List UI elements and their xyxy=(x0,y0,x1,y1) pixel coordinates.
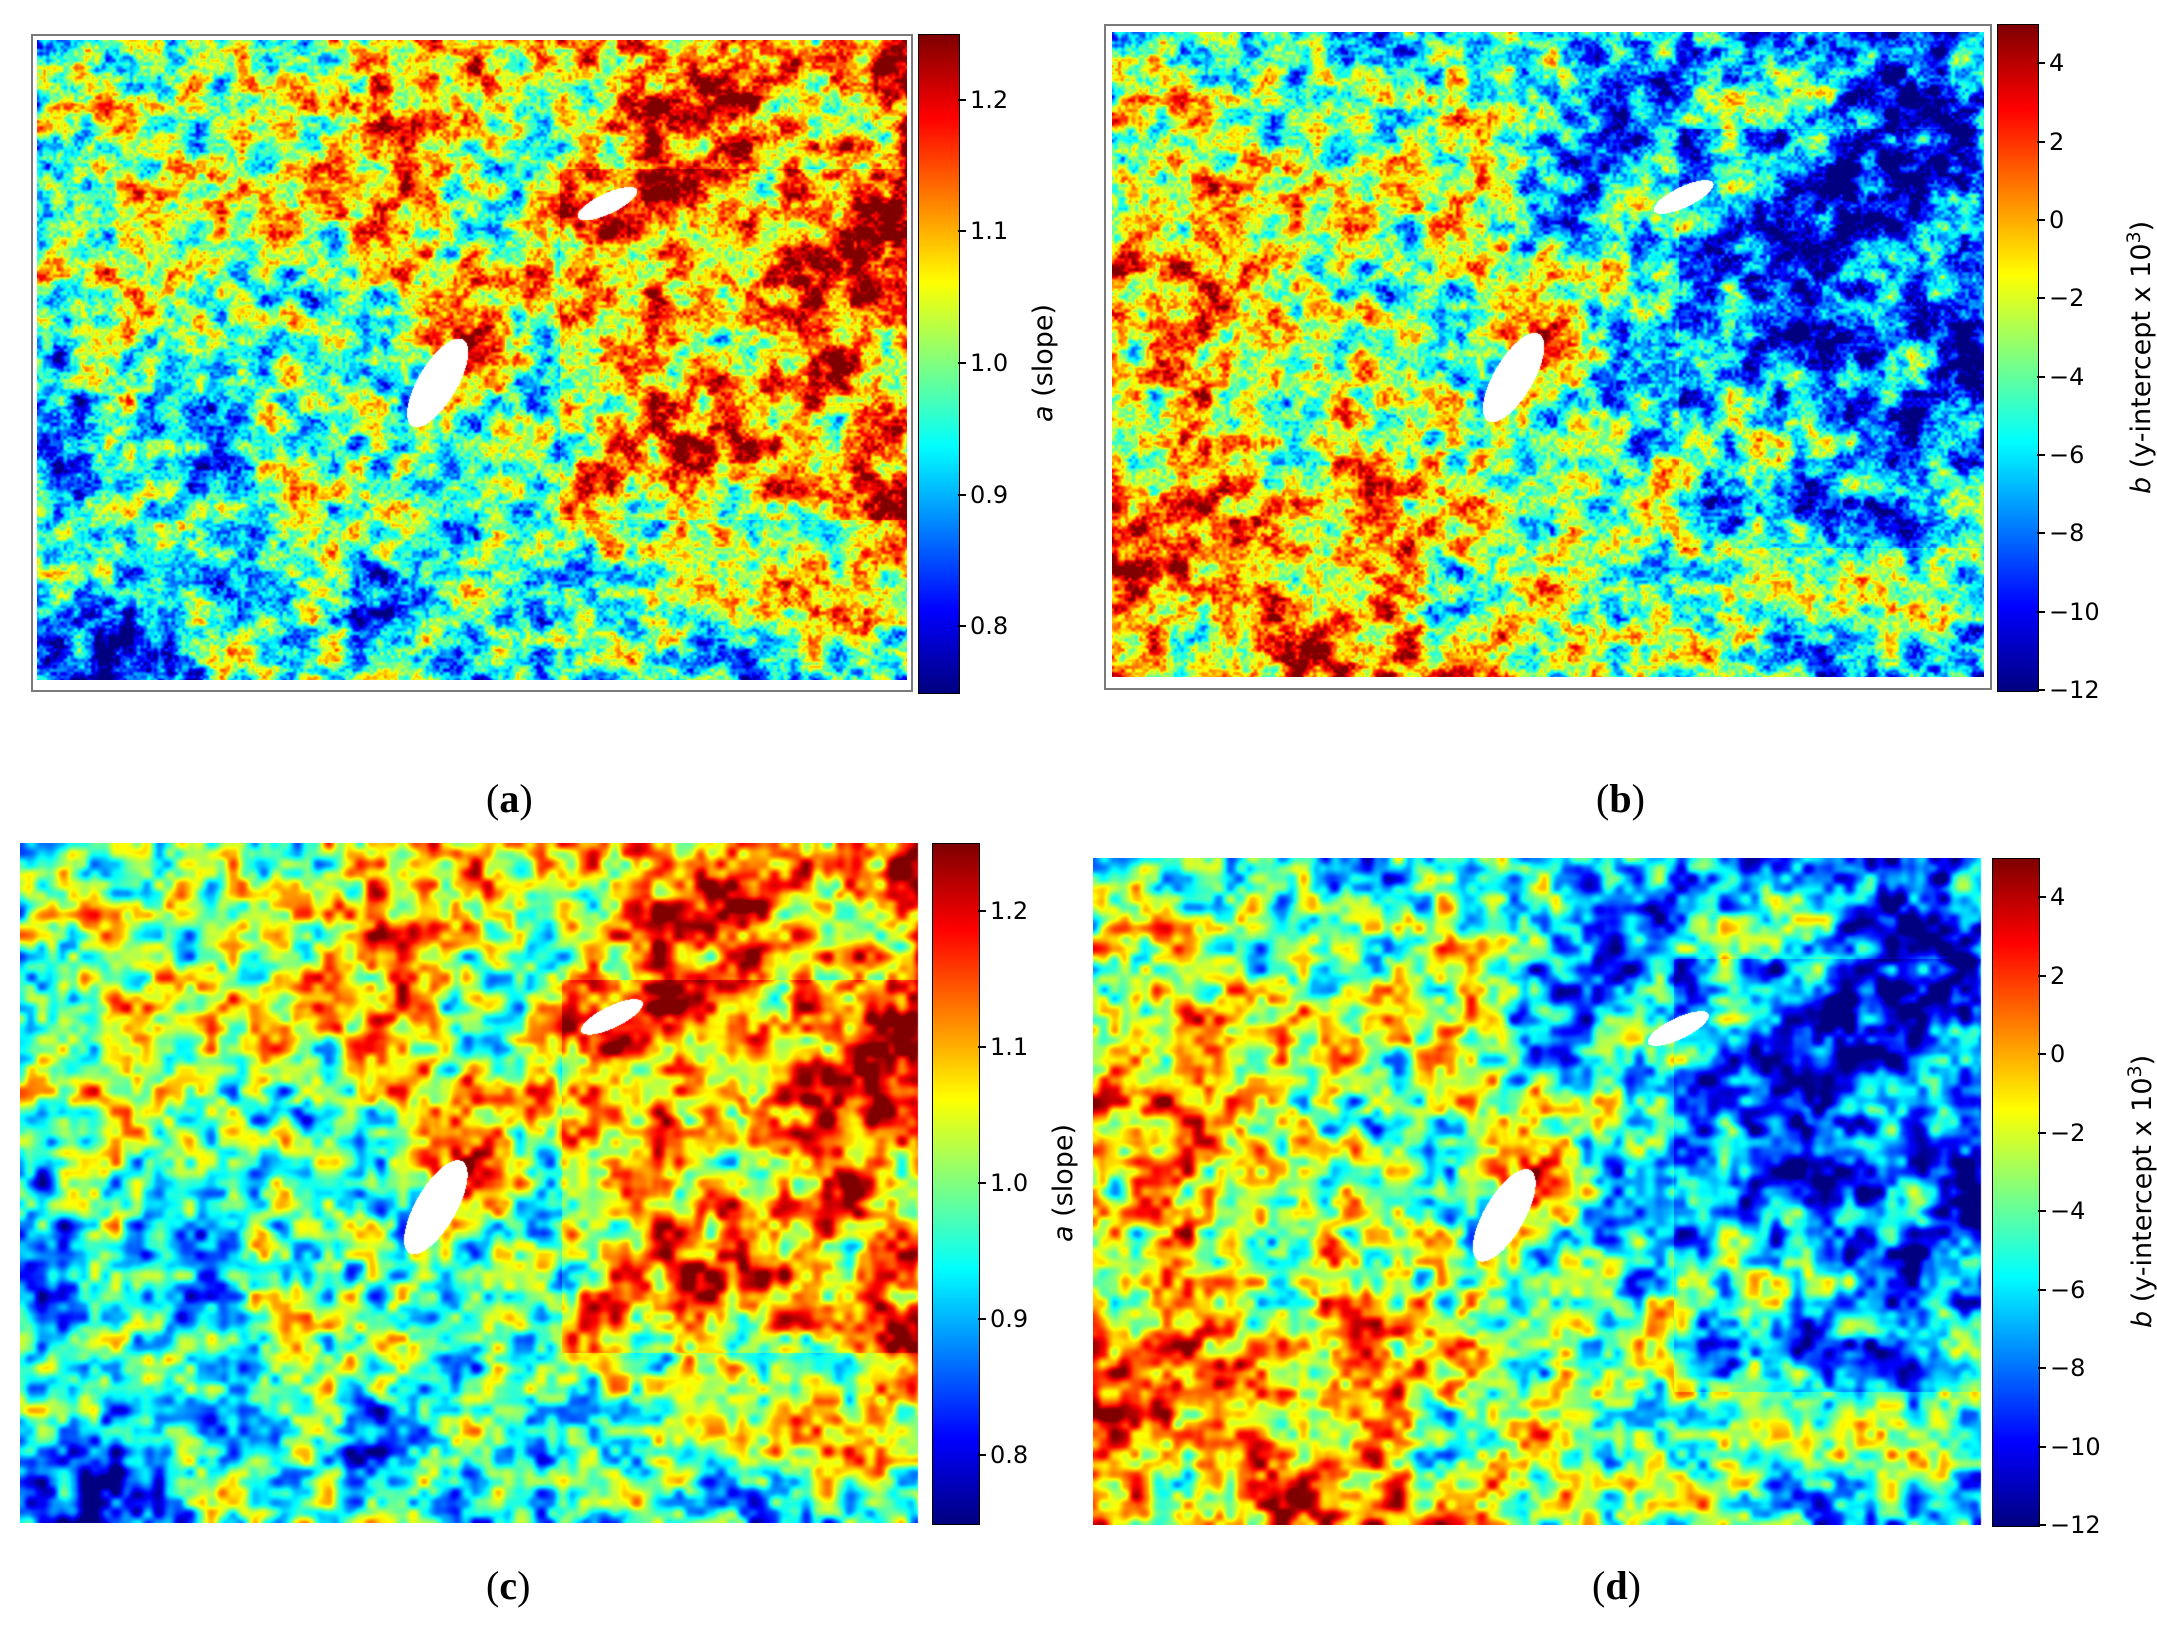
colorbar-tick-label: 4 xyxy=(2050,883,2066,912)
colorbar-a: 0.8 0.9 1.0 1.1 1.2 a (slope) xyxy=(918,34,1059,694)
colorbar-tick-label: −8 xyxy=(2050,1354,2086,1383)
colorbar-label-text: (y-intercept x 10 xyxy=(2127,1077,2157,1311)
colorbar-tick-label: 0 xyxy=(2050,1040,2066,1069)
colorbar-tick-label: −10 xyxy=(2050,1432,2101,1461)
colorbar-label-text: (slope) xyxy=(1028,303,1059,406)
colorbar-label-variable: b xyxy=(2127,1310,2157,1328)
colorbar-tick-label: −6 xyxy=(2050,1275,2086,1304)
heatmap-a xyxy=(37,40,907,680)
colorbar-tickmark xyxy=(958,493,966,496)
colorbar-label: b (y-intercept x 103) xyxy=(2124,1054,2157,1328)
heatmap-d xyxy=(1093,858,1986,1525)
caption-d: (d) xyxy=(1592,1563,1641,1608)
colorbar-gradient xyxy=(1997,24,2039,692)
colorbar-tickmark xyxy=(978,1182,986,1184)
colorbar-tick-label: −12 xyxy=(2050,1511,2101,1539)
colorbar-tick-label: −2 xyxy=(2050,1118,2086,1147)
colorbar-label: b (y-intercept x 103) xyxy=(2123,220,2157,494)
heatmap-b xyxy=(1112,32,1984,677)
colorbar-tickmark xyxy=(2038,1210,2046,1213)
caption-b: (b) xyxy=(1596,776,1645,821)
colorbar-tickmark xyxy=(2037,140,2045,143)
colorbar-gradient xyxy=(1992,858,2040,1527)
colorbar-label-text: (y-intercept x 10 xyxy=(2126,242,2157,477)
colorbar-tickmark xyxy=(2037,297,2045,300)
colorbar-tick-label: 0.9 xyxy=(970,480,1009,509)
colorbar-tick-label: 0.9 xyxy=(990,1305,1029,1333)
colorbar-tick-label: −4 xyxy=(2049,362,2085,391)
colorbar-tick-label: 0.8 xyxy=(970,612,1009,641)
colorbar-label-variable: a xyxy=(1048,1225,1079,1242)
colorbar-c: 0.8 0.9 1.0 1.1 1.2 a (slope) xyxy=(930,843,1090,1525)
colorbar-label-exponent: 3 xyxy=(2123,230,2145,243)
colorbar-tick-label: −2 xyxy=(2049,284,2085,313)
colorbar-tickmark xyxy=(958,362,966,364)
colorbar-tickmark xyxy=(2038,1524,2046,1526)
colorbar-tick-label: 1.0 xyxy=(990,1169,1029,1197)
colorbar-label-end: ) xyxy=(2126,220,2157,231)
colorbar-b: 4 2 0 −2 −4 −6 −8 −10 −12 b (y-intercept x 103) xyxy=(1997,24,2157,702)
colorbar-tick-label: 2 xyxy=(2049,127,2065,156)
caption-c-letter: c xyxy=(499,1563,518,1608)
colorbar-tickmark xyxy=(2038,1367,2046,1370)
colorbar-tick-label: 1.2 xyxy=(990,897,1029,925)
colorbar-label-end: ) xyxy=(2127,1054,2157,1066)
colorbar-tickmark xyxy=(2037,62,2045,65)
colorbar-tickmark xyxy=(978,1454,986,1456)
colorbar-tick-label: 1.1 xyxy=(990,1033,1029,1061)
heatmap-a-frame xyxy=(31,34,913,692)
colorbar-label-variable: b xyxy=(2126,476,2157,494)
colorbar-tickmark xyxy=(958,625,966,628)
colorbar-tick-label: 1.0 xyxy=(970,349,1009,377)
caption-a-letter: a xyxy=(499,776,520,821)
colorbar-tickmark xyxy=(978,910,986,912)
caption-c: (c) xyxy=(486,1563,531,1608)
colorbar-tick-label: −10 xyxy=(2049,597,2100,626)
colorbar-tick-label: −12 xyxy=(2049,676,2100,704)
caption-b-letter: b xyxy=(1609,776,1632,821)
colorbar-tick-label: 1.1 xyxy=(970,217,1009,246)
colorbar-tickmark xyxy=(2038,1445,2046,1448)
colorbar-label-text: (slope) xyxy=(1048,1123,1079,1226)
heatmap-b-frame xyxy=(1104,24,1992,690)
colorbar-d: 4 2 0 −2 −4 −6 −8 −10 −12 b (y-intercept x 103) xyxy=(1990,858,2157,1537)
heatmap-c xyxy=(20,843,923,1523)
colorbar-gradient xyxy=(918,34,960,694)
colorbar-label: a (slope) xyxy=(1048,1123,1079,1242)
colorbar-tickmark xyxy=(2038,974,2046,977)
colorbar-tickmark xyxy=(2037,610,2045,613)
colorbar-tick-label: 0 xyxy=(2049,205,2065,234)
colorbar-tickmark xyxy=(2037,532,2045,535)
colorbar-tickmark xyxy=(978,1046,986,1048)
colorbar-tick-label: 0.8 xyxy=(990,1441,1029,1469)
colorbar-tickmark xyxy=(2037,453,2045,456)
colorbar-tick-label: 2 xyxy=(2050,961,2066,990)
colorbar-tick-label: −6 xyxy=(2049,440,2085,469)
colorbar-tickmark xyxy=(958,230,966,233)
caption-d-letter: d xyxy=(1605,1563,1628,1608)
colorbar-tickmark xyxy=(2038,896,2046,899)
colorbar-tick-label: −4 xyxy=(2050,1197,2086,1226)
colorbar-tickmark xyxy=(2038,1131,2046,1134)
colorbar-tick-label: −8 xyxy=(2049,519,2085,548)
caption-a: (a) xyxy=(486,776,533,821)
colorbar-tickmark xyxy=(2038,1288,2046,1291)
colorbar-label-exponent: 3 xyxy=(2124,1065,2146,1078)
colorbar-tickmark xyxy=(2037,689,2045,691)
colorbar-tickmark xyxy=(2037,218,2045,221)
colorbar-tick-label: 1.2 xyxy=(970,85,1009,114)
colorbar-tickmark xyxy=(978,1318,986,1320)
colorbar-label-variable: a xyxy=(1028,405,1059,422)
colorbar-tick-label: 4 xyxy=(2049,49,2065,78)
colorbar-gradient xyxy=(932,843,980,1525)
colorbar-tickmark xyxy=(958,98,966,101)
colorbar-label: a (slope) xyxy=(1028,303,1059,422)
colorbar-tickmark xyxy=(2038,1053,2046,1056)
colorbar-tickmark xyxy=(2037,375,2045,378)
